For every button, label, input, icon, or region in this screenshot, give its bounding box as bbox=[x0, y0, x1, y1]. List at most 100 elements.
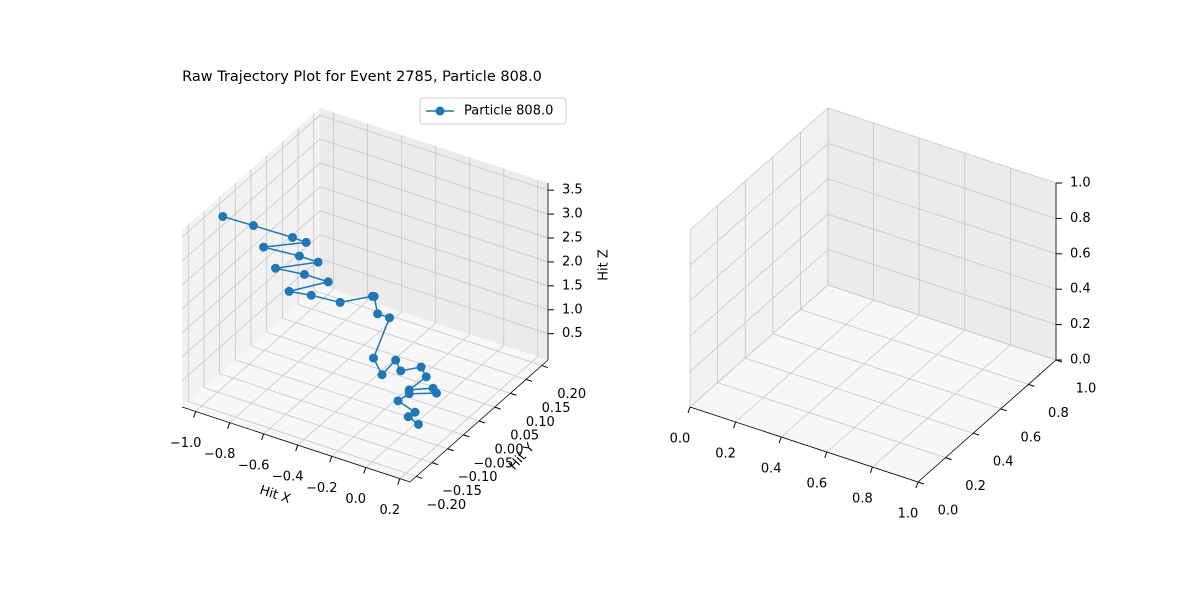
z-tick-label: 0.2 bbox=[1070, 317, 1091, 332]
hit-marker bbox=[301, 237, 311, 247]
hit-marker bbox=[284, 286, 294, 296]
tick-mark bbox=[261, 433, 265, 441]
tick-mark bbox=[510, 392, 517, 396]
hit-marker bbox=[335, 297, 345, 307]
x-tick-label: −0.4 bbox=[272, 470, 304, 485]
tick-mark bbox=[1028, 383, 1035, 387]
x-tick-label: 0.2 bbox=[715, 447, 736, 462]
tick-mark bbox=[525, 378, 533, 382]
tick-mark bbox=[945, 457, 952, 461]
legend-box bbox=[419, 97, 567, 125]
y-tick-label: −0.20 bbox=[426, 498, 466, 513]
x-tick-label: 0.4 bbox=[761, 462, 782, 477]
grid-line bbox=[181, 138, 549, 262]
grid-line bbox=[181, 114, 549, 238]
grid-line bbox=[399, 179, 539, 479]
hit-marker bbox=[421, 372, 431, 382]
y-tick-label: −0.05 bbox=[473, 456, 513, 471]
grid-line bbox=[297, 127, 527, 380]
hit-marker bbox=[403, 412, 413, 422]
x-tick-label: 0.0 bbox=[670, 432, 691, 447]
tick-mark bbox=[733, 421, 737, 429]
hit-marker bbox=[385, 313, 395, 323]
grid-line bbox=[181, 210, 549, 334]
hit-marker bbox=[306, 290, 316, 300]
grid-line bbox=[203, 210, 433, 463]
x-tick-label: −0.6 bbox=[238, 458, 270, 473]
y-tick-label: 0.4 bbox=[993, 455, 1014, 470]
hit-marker bbox=[369, 291, 379, 301]
z-tick-label: 1.0 bbox=[1070, 176, 1091, 191]
tick-mark bbox=[193, 411, 197, 418]
hit-marker bbox=[373, 309, 383, 319]
grid-line bbox=[181, 162, 549, 286]
tick-mark bbox=[447, 448, 454, 452]
hit-marker bbox=[313, 257, 323, 267]
grid-line bbox=[234, 182, 464, 436]
grid-line bbox=[365, 168, 505, 468]
hit-marker bbox=[396, 366, 406, 376]
tick-mark bbox=[494, 406, 501, 410]
y-axis-line bbox=[917, 359, 1057, 483]
hit-marker bbox=[323, 277, 333, 287]
hit-marker bbox=[431, 388, 441, 398]
grid-line bbox=[187, 224, 417, 477]
tick-mark bbox=[778, 436, 782, 444]
x-tick-label: 0.8 bbox=[852, 492, 873, 507]
tick-mark bbox=[1000, 408, 1007, 412]
z-tick-label: 0.8 bbox=[1070, 211, 1091, 226]
grid-line bbox=[313, 113, 542, 366]
hit-marker bbox=[391, 355, 401, 365]
y-tick-label: 0.20 bbox=[557, 387, 586, 402]
y-axis-line bbox=[409, 359, 549, 483]
tick-mark bbox=[416, 475, 423, 479]
z-tick-label: 1.5 bbox=[562, 278, 583, 293]
grid-line bbox=[331, 157, 471, 457]
grid-line bbox=[181, 234, 549, 358]
y-tick-label: 0.10 bbox=[526, 415, 555, 430]
hit-marker bbox=[377, 370, 387, 380]
tick-mark bbox=[363, 467, 367, 474]
pane bbox=[828, 108, 1056, 360]
z-tick-label: 0.4 bbox=[1070, 282, 1091, 297]
tick-mark bbox=[869, 466, 873, 474]
z-tick-label: 0.5 bbox=[562, 326, 583, 341]
tick-mark bbox=[397, 478, 401, 485]
hit-marker bbox=[294, 251, 304, 261]
grid-line bbox=[263, 134, 403, 435]
x-tick-label: 0.6 bbox=[806, 477, 827, 492]
z-tick-label: 3.0 bbox=[562, 207, 583, 222]
x-tick-label: 0.2 bbox=[379, 503, 400, 518]
legend-marker bbox=[435, 106, 445, 116]
grid-line bbox=[689, 284, 1057, 408]
tick-mark bbox=[478, 420, 486, 424]
grid-line bbox=[297, 146, 437, 446]
hit-marker bbox=[404, 389, 414, 399]
x-axis-line bbox=[689, 406, 919, 483]
y-tick-label: 0.6 bbox=[1020, 430, 1041, 445]
tick-mark bbox=[431, 462, 439, 466]
hit-marker bbox=[410, 407, 420, 417]
grid-line bbox=[689, 249, 1057, 372]
z-axis-label: Hit Z bbox=[597, 249, 612, 281]
tick-mark bbox=[541, 365, 548, 369]
chart-title: Raw Trajectory Plot for Event 2785, Part… bbox=[182, 69, 542, 85]
y-tick-label: 0.05 bbox=[510, 429, 539, 444]
grid-line bbox=[181, 186, 549, 310]
legend-label: Particle 808.0 bbox=[464, 104, 553, 119]
tick-mark bbox=[973, 432, 980, 436]
hit-marker bbox=[413, 419, 423, 429]
z-tick-label: 1.0 bbox=[562, 302, 583, 317]
grid-line bbox=[195, 112, 335, 412]
tick-mark bbox=[295, 444, 299, 452]
grid-line bbox=[689, 107, 1057, 231]
hit-marker bbox=[218, 211, 228, 221]
x-axis-label: Hit X bbox=[258, 483, 293, 507]
tick-mark bbox=[917, 481, 925, 485]
grid-line bbox=[219, 196, 448, 450]
grid-line bbox=[281, 141, 511, 394]
hit-marker bbox=[248, 221, 258, 231]
grid-line bbox=[229, 123, 369, 423]
y-tick-label: 0.0 bbox=[938, 504, 959, 519]
pane bbox=[690, 108, 828, 407]
